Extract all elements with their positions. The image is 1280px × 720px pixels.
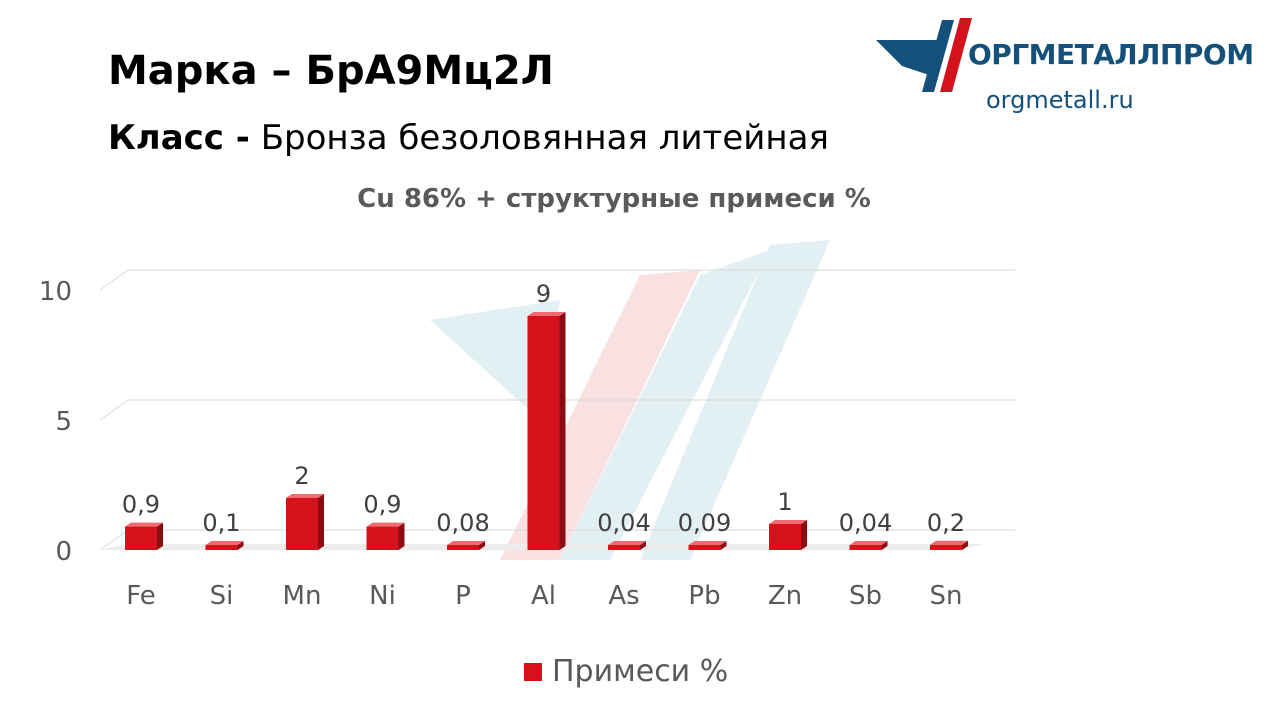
x-tick-label: Sn xyxy=(930,581,963,611)
bar-side xyxy=(157,522,163,550)
data-label: 0,1 xyxy=(202,509,240,537)
bar-top xyxy=(688,541,727,545)
bar xyxy=(688,545,721,550)
bar xyxy=(286,498,318,550)
legend-label: Примеси % xyxy=(552,654,729,689)
bar-side xyxy=(801,520,807,550)
x-tick-label: As xyxy=(608,581,639,611)
bar xyxy=(608,545,640,550)
x-tick-label: Ni xyxy=(369,581,396,611)
bar-top xyxy=(849,541,888,545)
bar-top xyxy=(366,522,405,527)
gridline xyxy=(99,269,1015,291)
bar xyxy=(930,544,962,550)
grade-label: Марка xyxy=(108,48,258,94)
bar-side xyxy=(881,541,888,550)
bar-top xyxy=(205,541,244,545)
data-label: 0,04 xyxy=(839,509,892,537)
data-label: 0,9 xyxy=(122,491,160,519)
logo-name: ОРГМЕТАЛЛПРОМ xyxy=(968,38,1254,71)
x-tick-label: Mn xyxy=(283,581,322,611)
bar xyxy=(849,545,882,550)
grade-line: Марка – БрА9Мц2Л xyxy=(108,48,554,94)
bar-side xyxy=(479,541,485,550)
x-tick-label: Fe xyxy=(126,581,156,611)
x-tick-label: Si xyxy=(210,581,234,611)
bar-top xyxy=(769,520,807,524)
legend: Примеси % xyxy=(524,654,728,689)
bar xyxy=(447,545,479,550)
bar-top xyxy=(930,540,968,545)
bar-side xyxy=(237,541,244,550)
data-label: 2 xyxy=(294,462,309,490)
data-label: 1 xyxy=(777,488,792,516)
class-line: Класс - Бронза безоловянная литейная xyxy=(108,118,829,158)
bar xyxy=(769,524,801,550)
x-tick-label: Sb xyxy=(849,581,882,611)
bar-side xyxy=(640,541,646,550)
bar-side xyxy=(318,494,324,550)
data-label: 0,2 xyxy=(927,509,965,537)
bar-top xyxy=(125,522,163,527)
y-tick-label: 0 xyxy=(55,537,72,567)
logo-mark-icon xyxy=(876,18,972,92)
bar-top xyxy=(608,541,646,545)
bar-side xyxy=(398,522,405,550)
class-label: Класс - xyxy=(108,118,250,158)
data-label: 0,09 xyxy=(678,509,731,537)
x-tick-label: Zn xyxy=(768,581,802,611)
bar xyxy=(205,545,238,550)
data-label: 9 xyxy=(536,280,551,308)
bar xyxy=(366,526,399,550)
y-tick-label: 10 xyxy=(39,277,72,307)
bar-top xyxy=(527,312,566,316)
data-label: 0,9 xyxy=(363,491,401,519)
bar-top xyxy=(286,494,324,498)
bar xyxy=(125,526,157,550)
grade-value: БрА9Мц2Л xyxy=(305,48,554,94)
x-tick-label: Pb xyxy=(688,581,720,611)
legend-swatch xyxy=(524,662,542,681)
x-tick-label: P xyxy=(455,581,471,611)
chart-title: Cu 86% + структурные примеси % xyxy=(357,184,871,214)
data-label: 0,04 xyxy=(597,509,650,537)
bar xyxy=(527,316,560,550)
gridline xyxy=(99,399,1015,421)
bar-side xyxy=(559,312,566,550)
y-tick-label: 5 xyxy=(55,407,72,437)
grade-dash: – xyxy=(271,48,292,94)
bar-side xyxy=(962,540,968,550)
data-label: 0,08 xyxy=(436,509,489,537)
class-value: Бронза безоловянная литейная xyxy=(260,118,829,158)
x-tick-label: Al xyxy=(531,581,556,611)
bar-top xyxy=(447,541,485,545)
bar-side xyxy=(720,541,727,550)
logo-url: orgmetall.ru xyxy=(986,86,1134,114)
